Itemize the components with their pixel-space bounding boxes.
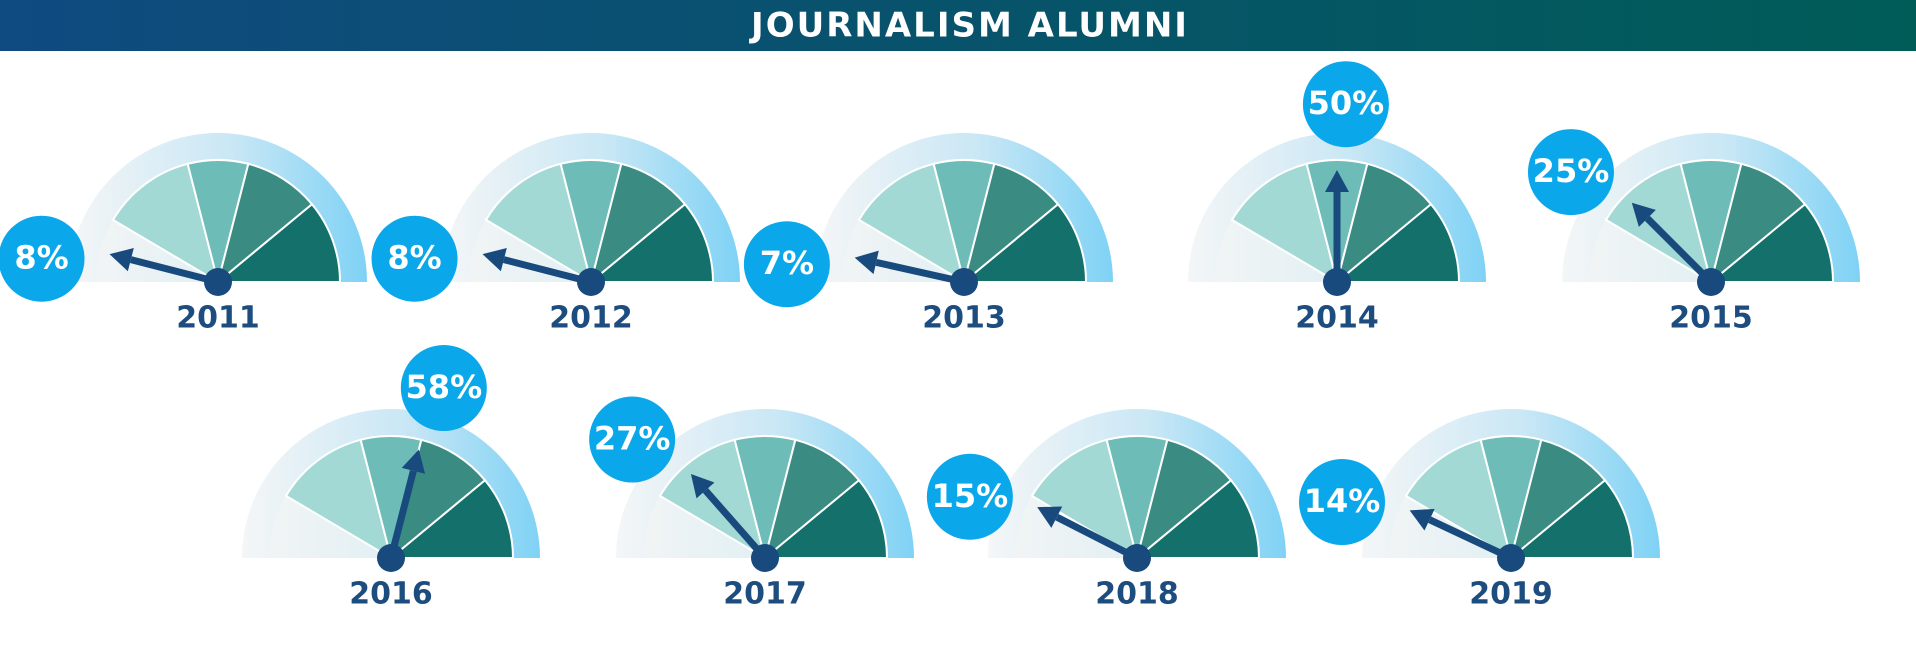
needle-shaft [875,258,965,286]
needle-head [1325,170,1349,192]
needle-pivot [204,268,232,296]
needle-pivot [751,544,779,572]
gauge-sector [1334,202,1461,283]
needle [1325,170,1349,282]
gauge-sector [1135,438,1233,561]
category-label: 2015 [1669,301,1753,336]
gauge: 50% 2014 [1188,61,1486,336]
value-label: 58% [406,368,483,406]
gauge: 7% 2013 [743,133,1113,336]
needle-shaft [129,256,219,286]
needle-head [401,449,426,474]
value-label: 8% [14,239,68,277]
value-bubble [589,396,676,483]
gauge: 8% 2012 [371,133,740,336]
needle-shaft [502,256,592,286]
gauge-sector [1134,478,1261,559]
gauge-sector [589,162,687,285]
value-bubble [743,221,830,308]
value-bubble [371,215,458,302]
value-label: 8% [387,239,441,277]
gauge-sector [1508,478,1635,559]
category-label: 2019 [1469,577,1553,612]
needle-shaft [1055,514,1139,562]
needle [854,250,965,286]
gauge-sector [1509,438,1607,561]
gauge: 27% 2017 [589,396,914,612]
value-bubble [926,453,1013,540]
gauge: 15% 2018 [926,409,1286,612]
gauge-sector [216,162,314,285]
needle-shaft [1644,215,1714,285]
category-label: 2016 [349,577,433,612]
needle-shaft [387,469,417,559]
needle-head [482,247,507,272]
gauge-sector [111,162,220,285]
needle-head [854,250,879,275]
gauge-sector [484,162,593,285]
category-label: 2017 [723,577,807,612]
category-label: 2018 [1095,577,1179,612]
category-label: 2012 [549,301,633,336]
gauge: 25% 2015 [1527,129,1860,336]
chart-title: JOURNALISM ALUMNI [749,6,1189,46]
value-label: 15% [932,477,1009,515]
gauge: 8% 2011 [0,133,367,336]
gauge-sector [1709,162,1807,285]
needle [482,247,592,286]
needle-shaft [702,488,768,561]
needle [109,247,219,286]
value-label: 25% [1533,152,1610,190]
gauge-sector [1230,162,1339,285]
needle-head [1631,202,1656,227]
needle-head [690,473,715,499]
gauge: 58% 2016 [242,345,540,612]
gauge-sector [763,438,861,561]
header-bar [0,0,1916,51]
gauge-sector [1404,438,1513,561]
gauge-sector [962,162,1060,285]
needle-pivot [1497,544,1525,572]
needle [690,473,768,561]
gauge-sector [215,202,342,283]
needle [1037,506,1139,562]
gauge-sector [388,478,515,559]
gauge-sector [1335,162,1433,285]
needle-head [1037,506,1063,528]
needle [1409,508,1513,562]
value-label: 14% [1304,482,1381,520]
value-bubble [1302,61,1389,148]
needle-pivot [377,544,405,572]
gauge-sector [1030,438,1139,561]
needle [1631,202,1714,285]
category-label: 2011 [176,301,260,336]
gauge: 14% 2019 [1299,409,1660,612]
needle-pivot [577,268,605,296]
gauge-sector [588,202,715,283]
needle [387,449,426,559]
value-bubble [400,345,487,432]
needle-pivot [950,268,978,296]
category-label: 2013 [922,301,1006,336]
value-label: 50% [1308,84,1385,122]
needle-pivot [1323,268,1351,296]
value-label: 27% [594,420,671,458]
needle-shaft [1428,516,1513,562]
needle-pivot [1697,268,1725,296]
needle-head [1409,508,1435,531]
category-label: 2014 [1295,301,1379,336]
value-label: 7% [760,244,814,282]
value-bubble [1299,459,1386,546]
value-bubble [1527,129,1614,216]
needle-head [109,247,134,272]
gauge-sector [284,438,393,561]
needle-pivot [1123,544,1151,572]
value-bubble [0,215,85,302]
gauge-sector [762,478,889,559]
gauge-sector [1708,202,1835,283]
gauge-sector [961,202,1088,283]
gauge-sector [857,162,966,285]
